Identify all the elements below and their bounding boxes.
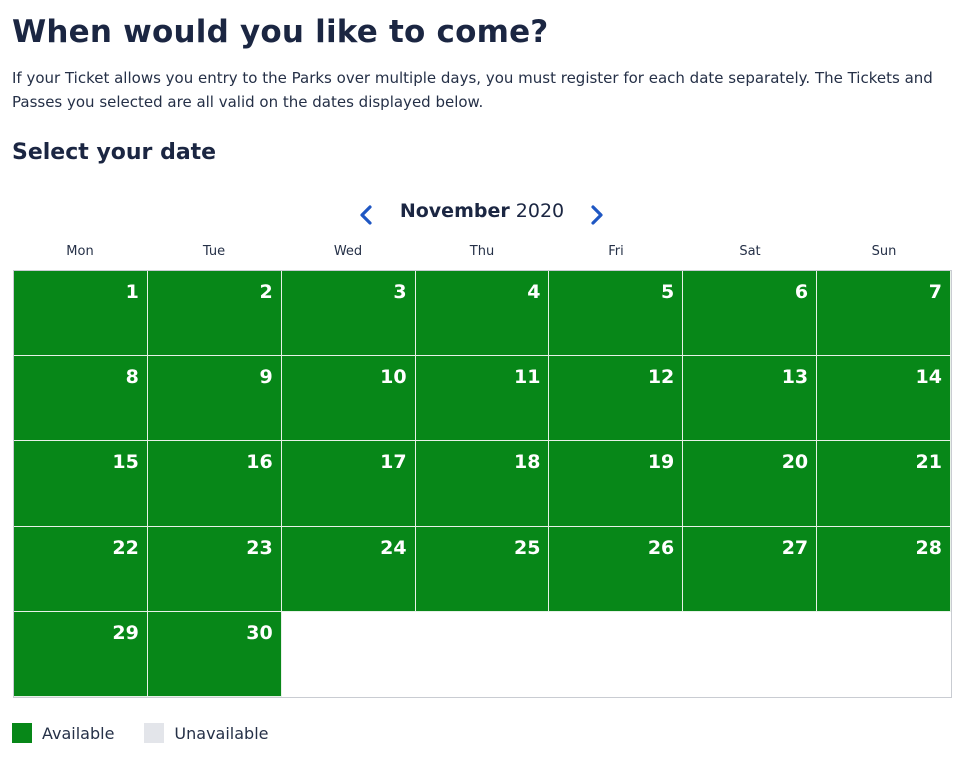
day-number: 11 — [513, 366, 541, 389]
calendar-day[interactable]: 9 — [147, 356, 282, 442]
calendar-empty-cell — [549, 611, 684, 697]
day-number: 28 — [915, 536, 942, 559]
month-name: November — [399, 200, 510, 222]
calendar-day[interactable]: 16 — [147, 441, 282, 527]
calendar-empty-cell — [683, 611, 818, 697]
day-number: 25 — [513, 536, 541, 559]
page-title: When would you like to come? — [12, 14, 549, 50]
calendar-day[interactable]: 4 — [415, 271, 550, 357]
day-number: 18 — [513, 451, 541, 474]
day-number: 9 — [259, 366, 273, 389]
calendar-day[interactable]: 26 — [549, 526, 684, 612]
calendar-day[interactable]: 20 — [683, 441, 818, 527]
calendar-day[interactable]: 13 — [683, 356, 818, 442]
day-number: 23 — [246, 536, 273, 559]
calendar-day[interactable]: 5 — [549, 271, 684, 357]
day-number: 30 — [246, 621, 273, 644]
available-legend-label: Available — [42, 723, 115, 743]
calendar-day[interactable]: 3 — [281, 271, 416, 357]
weekday-thu: Thu — [469, 244, 495, 259]
previous-month-button[interactable] — [352, 196, 380, 228]
day-number: 16 — [246, 451, 273, 474]
calendar-day[interactable]: 24 — [281, 526, 416, 612]
calendar-empty-cell — [415, 611, 550, 697]
day-number: 27 — [781, 536, 809, 559]
calendar-empty-cell — [281, 611, 416, 697]
day-number: 22 — [112, 536, 139, 559]
calendar-day[interactable]: 11 — [415, 356, 550, 442]
calendar-day[interactable]: 25 — [415, 526, 550, 612]
calendar-day[interactable]: 12 — [549, 356, 684, 442]
calendar-day[interactable]: 27 — [683, 526, 818, 612]
calendar-legend: Available Unavailable — [12, 722, 269, 744]
day-number: 3 — [393, 281, 407, 303]
day-number: 15 — [112, 451, 139, 474]
day-number: 17 — [380, 451, 407, 474]
chevron-right-icon — [591, 205, 603, 225]
calendar-day[interactable]: 1 — [14, 271, 148, 357]
weekday-fri: Fri — [608, 244, 624, 259]
day-number: 21 — [915, 451, 942, 474]
day-number: 13 — [781, 366, 809, 389]
day-number: 24 — [380, 536, 407, 559]
day-number: 1 — [125, 281, 139, 303]
calendar-day[interactable]: 15 — [14, 441, 148, 527]
month-year-label: November 2020 — [392, 200, 572, 222]
calendar-day[interactable]: 7 — [817, 271, 951, 357]
calendar-day[interactable]: 23 — [147, 526, 282, 612]
calendar-day[interactable]: 19 — [549, 441, 684, 527]
day-number: 12 — [647, 366, 675, 389]
day-number: 8 — [125, 366, 139, 389]
calendar-day[interactable]: 21 — [817, 441, 951, 527]
available-swatch — [12, 723, 32, 743]
weekday-mon: Mon — [66, 244, 94, 259]
day-number: 4 — [527, 281, 541, 303]
weekday-sat: Sat — [739, 244, 761, 259]
calendar-empty-cell — [817, 611, 951, 697]
calendar-day[interactable]: 2 — [147, 271, 282, 357]
calendar-day[interactable]: 8 — [14, 356, 148, 442]
calendar-day[interactable]: 28 — [817, 526, 951, 612]
day-number: 5 — [661, 281, 675, 303]
calendar-day[interactable]: 29 — [14, 611, 148, 697]
calendar-day[interactable]: 22 — [14, 526, 148, 612]
calendar-day[interactable]: 17 — [281, 441, 416, 527]
calendar-day[interactable]: 6 — [683, 271, 818, 357]
day-number: 29 — [112, 621, 139, 644]
chevron-left-icon — [360, 205, 372, 225]
calendar-day[interactable]: 30 — [147, 611, 282, 697]
weekday-header: Mon Tue Wed Thu Fri Sat Sun — [13, 244, 951, 259]
day-number: 6 — [794, 281, 809, 303]
day-number: 10 — [380, 366, 407, 389]
weekday-sun: Sun — [871, 244, 897, 259]
day-number: 2 — [259, 281, 273, 303]
day-number: 14 — [915, 366, 942, 389]
month-navigation: November 2020 — [0, 196, 964, 228]
weekday-wed: Wed — [333, 244, 363, 259]
unavailable-swatch — [144, 723, 165, 743]
calendar-grid: 1 2 3 4 5 6 7 8 9 10 11 12 13 14 15 16 1… — [13, 270, 952, 698]
day-number: 20 — [781, 451, 809, 474]
calendar-day[interactable]: 10 — [281, 356, 416, 442]
year-value: 2020 — [515, 200, 565, 222]
calendar-day[interactable]: 14 — [817, 356, 951, 442]
day-number: 19 — [647, 451, 675, 474]
unavailable-legend-label: Unavailable — [174, 723, 269, 743]
day-number: 26 — [647, 536, 675, 559]
intro-text: If your Ticket allows you entry to the P… — [12, 69, 933, 111]
day-number: 7 — [928, 281, 942, 303]
calendar-day[interactable]: 18 — [415, 441, 550, 527]
next-month-button[interactable] — [583, 196, 611, 228]
weekday-tue: Tue — [202, 244, 226, 259]
section-title: Select your date — [12, 140, 217, 165]
